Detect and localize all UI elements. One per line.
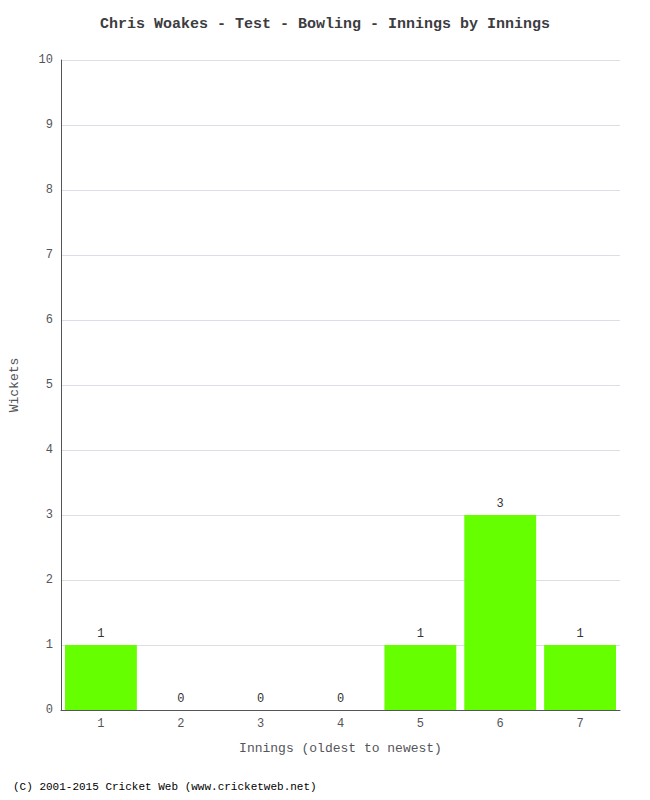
svg-text:5: 5 <box>417 717 424 731</box>
svg-text:Innings (oldest to newest): Innings (oldest to newest) <box>239 741 442 756</box>
svg-text:7: 7 <box>576 717 583 731</box>
svg-text:1: 1 <box>576 627 583 641</box>
svg-text:0: 0 <box>257 692 264 706</box>
svg-text:3: 3 <box>46 508 53 522</box>
svg-text:0: 0 <box>46 703 53 717</box>
svg-text:4: 4 <box>337 717 344 731</box>
svg-text:1: 1 <box>46 638 53 652</box>
svg-text:3: 3 <box>497 497 504 511</box>
svg-text:10: 10 <box>39 53 53 67</box>
svg-text:3: 3 <box>257 717 264 731</box>
svg-text:0: 0 <box>177 692 184 706</box>
svg-text:6: 6 <box>497 717 504 731</box>
svg-text:1: 1 <box>97 717 104 731</box>
svg-text:6: 6 <box>46 313 53 327</box>
svg-text:9: 9 <box>46 118 53 132</box>
svg-text:0: 0 <box>337 692 344 706</box>
svg-text:2: 2 <box>46 573 53 587</box>
svg-text:8: 8 <box>46 183 53 197</box>
svg-text:2: 2 <box>177 717 184 731</box>
svg-text:Wickets: Wickets <box>7 358 22 413</box>
svg-text:1: 1 <box>417 627 424 641</box>
svg-text:Chris Woakes - Test - Bowling: Chris Woakes - Test - Bowling - Innings … <box>100 16 550 33</box>
svg-text:4: 4 <box>46 443 53 457</box>
svg-text:1: 1 <box>97 627 104 641</box>
svg-text:5: 5 <box>46 378 53 392</box>
svg-text:(C) 2001-2015 Cricket Web (www: (C) 2001-2015 Cricket Web (www.cricketwe… <box>13 781 317 793</box>
svg-text:7: 7 <box>46 248 53 262</box>
